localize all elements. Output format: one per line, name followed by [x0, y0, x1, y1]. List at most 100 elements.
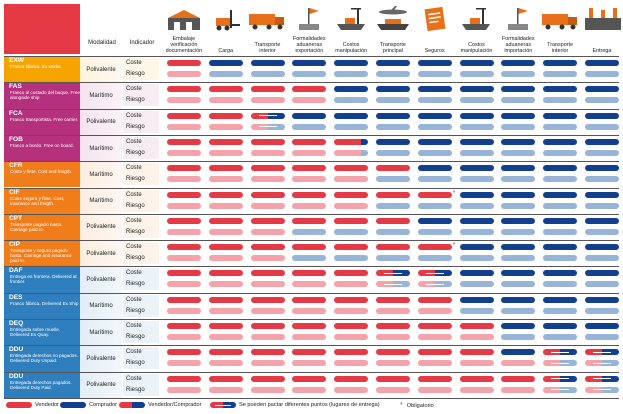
- indicador-riesgo: Riesgo: [126, 307, 145, 314]
- riesgo-bar: [208, 386, 243, 393]
- coste-bar: [250, 349, 285, 356]
- riesgo-bar: [292, 386, 327, 393]
- row-divider: [4, 266, 619, 268]
- indicador-cell: Coste Riesgo: [123, 58, 159, 80]
- riesgo-bar: [584, 149, 619, 156]
- modalidad-cell: Marítimo: [80, 162, 122, 188]
- coste-bar: [292, 244, 327, 251]
- riesgo-bar: [584, 307, 619, 314]
- coste-bar: [166, 270, 201, 277]
- riesgo-bar: [375, 71, 410, 77]
- coste-bar: [208, 60, 243, 66]
- incoterm-cell: CIF Coste seguro y flete. Cost, insurance…: [4, 188, 80, 214]
- coste-bar: [375, 60, 410, 66]
- coste-bar: [459, 244, 494, 251]
- riesgo-bar: [292, 307, 327, 314]
- coste-bar: [584, 191, 619, 198]
- header-modalidad: Modalidad: [88, 40, 116, 46]
- incoterm-code: CIP: [9, 241, 20, 249]
- coste-bar: [501, 191, 536, 198]
- riesgo-bar: [459, 149, 494, 156]
- customs-flag-icon: [288, 6, 330, 32]
- riesgo-bar: [417, 255, 452, 262]
- riesgo-bar: [250, 360, 285, 367]
- coste-bar: [208, 244, 243, 251]
- riesgo-bar: [250, 228, 285, 235]
- indicador-cell: Coste Riesgo: [123, 294, 159, 317]
- incoterm-cell: DDU Entregada derechos pagados. Delivered…: [4, 372, 80, 398]
- coste-bar: [584, 244, 619, 251]
- legend-swatch-split: [119, 402, 145, 408]
- coste-bar: [584, 217, 619, 224]
- column-header-label: Embalaje verificación documentación: [165, 36, 203, 54]
- riesgo-bar: [250, 123, 285, 130]
- column-header: Costos manipulación: [330, 6, 372, 54]
- coste-bar: [208, 375, 243, 382]
- coste-bar: [292, 270, 327, 277]
- row-divider: [4, 108, 619, 110]
- riesgo-bar: [250, 307, 285, 314]
- factory-icon: [581, 6, 623, 32]
- legend-swatch-flex: [210, 402, 236, 408]
- riesgo-bar: [417, 71, 452, 77]
- indicador-cell: Coste Riesgo: [123, 268, 159, 291]
- incoterm-cell: DEQ Entregada sobre muelle. Delivered Ex …: [4, 320, 80, 346]
- coste-bar: [459, 60, 494, 66]
- incoterm-cell: CIP Transporte y seguro pagado hasta. Car…: [4, 241, 80, 267]
- incoterm-cell: FOB Franco a bordo. Free on board.: [4, 135, 80, 162]
- coste-bar: [459, 349, 494, 356]
- riesgo-bar: [501, 202, 536, 209]
- coste-bar: [166, 217, 201, 224]
- coste-bar: [250, 86, 285, 93]
- incoterm-code: CPT: [9, 214, 23, 222]
- indicador-riesgo: Riesgo: [126, 228, 145, 235]
- coste-bar: [208, 349, 243, 356]
- truck-icon: [247, 6, 289, 32]
- riesgo-bar: [417, 202, 452, 209]
- coste-bar: [501, 375, 536, 382]
- riesgo-bar: [166, 334, 201, 340]
- coste-bar: [584, 270, 619, 277]
- column-header-label: Transporte interior: [254, 42, 281, 54]
- indicador-riesgo: Riesgo: [126, 255, 145, 262]
- riesgo-bar: [584, 71, 619, 77]
- riesgo-bar: [375, 281, 410, 288]
- coste-bar: [543, 349, 578, 356]
- column-header-label: Costos manipulación: [335, 42, 367, 54]
- coste-bar: [292, 349, 327, 356]
- ship-crane-icon: [330, 6, 372, 32]
- riesgo-bar: [334, 281, 369, 288]
- legend-label: Vendedor/Comprador: [148, 402, 202, 408]
- column-header: Transporte interior: [247, 6, 289, 54]
- riesgo-bar: [250, 71, 285, 77]
- riesgo-bar: [375, 228, 410, 235]
- riesgo-bar: [292, 334, 327, 340]
- coste-bar: [250, 244, 285, 251]
- riesgo-bar: [292, 228, 327, 235]
- indicador-cell: Coste Riesgo: [123, 189, 159, 212]
- riesgo-bar: [334, 334, 369, 340]
- indicador-riesgo: Riesgo: [126, 202, 145, 209]
- row-divider: [4, 371, 619, 373]
- coste-bar: [375, 86, 410, 93]
- coste-bar: [375, 112, 410, 119]
- coste-bar: [584, 165, 619, 172]
- riesgo-bar: [166, 149, 201, 156]
- indicador-cell: Coste Riesgo: [123, 215, 159, 238]
- coste-bar: [459, 270, 494, 277]
- legend-label: Vendedor: [35, 402, 59, 408]
- column-header: Seguros: [414, 6, 456, 54]
- incoterm-description: Entregada derechos no pagados. Delivered…: [10, 353, 78, 364]
- coste-bar: [417, 112, 452, 119]
- coste-bar: [543, 323, 578, 329]
- riesgo-bar: [543, 202, 578, 209]
- coste-bar: [459, 138, 494, 145]
- riesgo-bar: [501, 255, 536, 262]
- incoterm-description: Entregada sobre muelle. Delivered Ex Qua…: [10, 327, 61, 337]
- riesgo-bar: [459, 202, 494, 209]
- indicador-riesgo: Riesgo: [126, 334, 145, 340]
- riesgo-bar: [584, 386, 619, 393]
- coste-bar: [417, 270, 452, 277]
- coste-bar: [375, 191, 410, 198]
- riesgo-bar: [375, 176, 410, 183]
